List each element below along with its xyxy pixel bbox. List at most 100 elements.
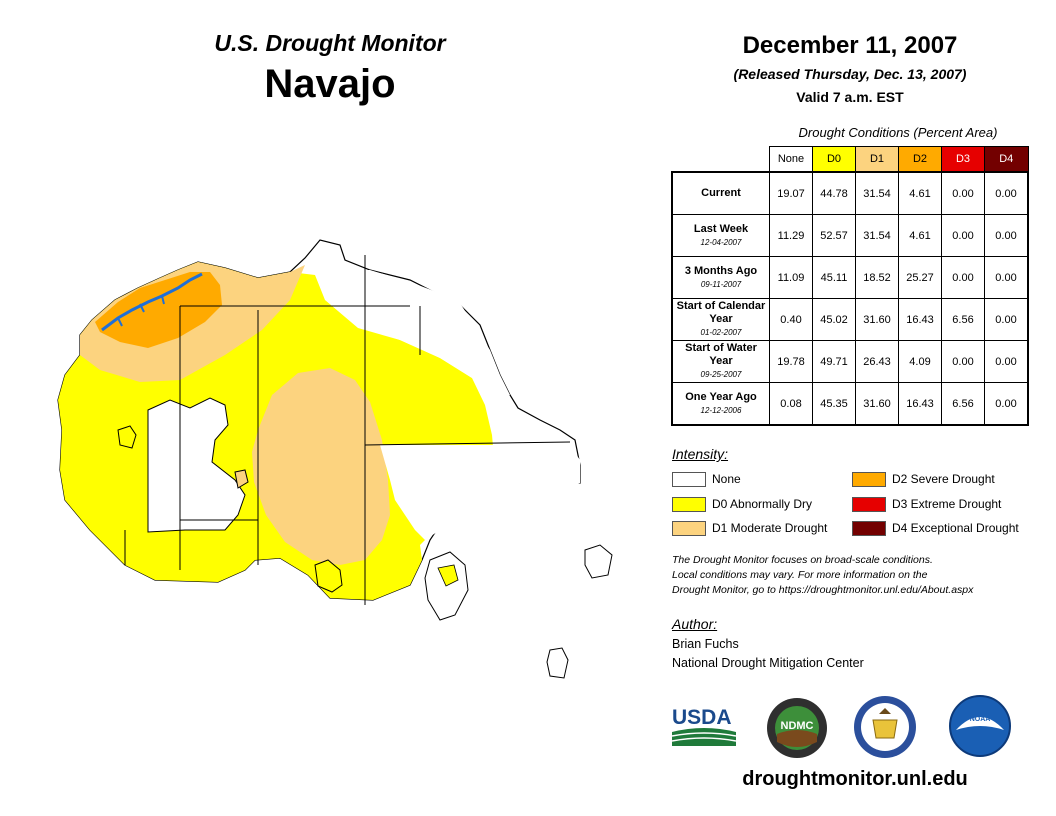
disclaimer-note: The Drought Monitor focuses on broad-sca… <box>672 553 1042 598</box>
col-header-d1: D1 <box>855 146 899 173</box>
value-cell: 25.27 <box>898 256 942 299</box>
value-cell: 45.02 <box>812 298 856 341</box>
value-cell: 19.07 <box>769 171 813 215</box>
website-link[interactable]: droughtmonitor.unl.edu <box>742 768 968 790</box>
value-cell: 16.43 <box>898 382 942 426</box>
value-cell: 16.43 <box>898 298 942 341</box>
value-cell: 6.56 <box>941 298 985 341</box>
row-label: Last Week 12-04-2007 <box>671 214 770 257</box>
author-title: Author: <box>672 616 718 632</box>
d1-central-area <box>252 368 390 565</box>
row-label: One Year Ago 12-12-2006 <box>671 382 770 426</box>
col-header-d0: D0 <box>812 146 856 173</box>
legend-item-d1: D1 Moderate Drought <box>672 519 827 537</box>
value-cell: 0.00 <box>941 171 985 215</box>
island-far-south <box>546 647 569 679</box>
table-row: Start of Calendar Year 01-02-2007 0.40 45… <box>671 298 1029 341</box>
value-cell: 0.00 <box>941 340 985 383</box>
value-cell: 45.11 <box>812 256 856 299</box>
value-cell: 4.61 <box>898 171 942 215</box>
legend-swatch <box>852 471 886 487</box>
legend-swatch <box>672 496 706 512</box>
value-cell: 44.78 <box>812 171 856 215</box>
island-southeast-2 <box>437 564 459 587</box>
value-cell: 18.52 <box>855 256 899 299</box>
none-area-east <box>380 445 580 540</box>
about-link[interactable]: Drought Monitor, go to https://droughtmo… <box>672 584 974 596</box>
table-header-row: None D0 D1 D2 D3 D4 <box>672 146 1029 173</box>
row-label: Start of Water Year 09-25-2007 <box>671 340 770 383</box>
legend-item-d4: D4 Exceptional Drought <box>852 519 1019 537</box>
river-branch <box>117 295 165 327</box>
boundary-lines <box>124 255 571 605</box>
island-south <box>314 559 343 593</box>
value-cell: 31.60 <box>855 382 899 426</box>
usda-logo: USDA <box>671 706 737 746</box>
legend-swatch <box>672 520 706 536</box>
legend-item-d0: D0 Abnormally Dry <box>672 495 812 513</box>
value-cell: 45.35 <box>812 382 856 426</box>
table-row: 3 Months Ago 09-11-2007 11.09 45.11 18.52… <box>671 256 1029 299</box>
value-cell: 4.09 <box>898 340 942 383</box>
row-label: Start of Calendar Year 01-02-2007 <box>671 298 770 341</box>
island-west-1 <box>117 425 137 449</box>
table-row: One Year Ago 12-12-2006 0.08 45.35 31.60 … <box>671 382 1029 426</box>
value-cell: 11.09 <box>769 256 813 299</box>
value-cell: 31.54 <box>855 171 899 215</box>
legend-swatch <box>852 496 886 512</box>
col-header-none: None <box>769 146 813 173</box>
author-name: Brian Fuchs <box>672 637 739 651</box>
value-cell: 0.00 <box>941 256 985 299</box>
lake-powell <box>101 272 203 332</box>
island-east <box>584 544 613 579</box>
svg-text:USDA: USDA <box>672 706 732 729</box>
value-cell: 4.61 <box>898 214 942 257</box>
legend-item-d3: D3 Extreme Drought <box>852 495 1001 513</box>
value-cell: 26.43 <box>855 340 899 383</box>
commerce-seal-logo <box>854 696 916 758</box>
value-cell: 6.56 <box>941 382 985 426</box>
table-row: Current 19.07 44.78 31.54 4.61 0.00 0.00 <box>671 171 1029 215</box>
value-cell: 49.71 <box>812 340 856 383</box>
legend-title: Intensity: <box>672 446 729 462</box>
value-cell: 0.00 <box>984 256 1029 299</box>
col-header-d3: D3 <box>941 146 985 173</box>
value-cell: 0.00 <box>984 340 1029 383</box>
legend-swatch <box>852 520 886 536</box>
release-date: (Released Thursday, Dec. 13, 2007) <box>733 66 967 82</box>
row-label: Current <box>671 171 770 215</box>
table-caption: Drought Conditions (Percent Area) <box>798 125 998 140</box>
svg-text:NOAA: NOAA <box>970 716 991 723</box>
value-cell: 31.60 <box>855 298 899 341</box>
valid-time: Valid 7 a.m. EST <box>796 89 904 105</box>
map-layers <box>57 239 613 679</box>
table-row: Last Week 12-04-2007 11.29 52.57 31.54 4.… <box>671 214 1029 257</box>
legend-item-d2: D2 Severe Drought <box>852 470 995 488</box>
table-row: Start of Water Year 09-25-2007 19.78 49.7… <box>671 340 1029 383</box>
noaa-logo: NOAA <box>949 695 1011 757</box>
value-cell: 0.08 <box>769 382 813 426</box>
svg-text:NDMC: NDMC <box>781 720 814 732</box>
ndmc-logo: NDMC <box>767 698 827 758</box>
none-area-west <box>147 397 246 533</box>
d2-area <box>95 272 222 348</box>
value-cell: 19.78 <box>769 340 813 383</box>
value-cell: 0.00 <box>984 171 1029 215</box>
drought-map <box>57 239 613 679</box>
col-header-d4: D4 <box>984 146 1029 173</box>
map-date: December 11, 2007 <box>742 32 958 59</box>
value-cell: 0.00 <box>984 298 1029 341</box>
value-cell: 0.00 <box>941 214 985 257</box>
col-header-d2: D2 <box>898 146 942 173</box>
legend-swatch <box>672 471 706 487</box>
value-cell: 0.40 <box>769 298 813 341</box>
region-title: Navajo <box>264 62 396 106</box>
island-west-2 <box>234 469 249 489</box>
value-cell: 11.29 <box>769 214 813 257</box>
value-cell: 31.54 <box>855 214 899 257</box>
value-cell: 0.00 <box>984 214 1029 257</box>
legend-item-none: None <box>672 470 741 488</box>
author-org: National Drought Mitigation Center <box>672 656 864 670</box>
row-label: 3 Months Ago 09-11-2007 <box>671 256 770 299</box>
drought-conditions-table: None D0 D1 D2 D3 D4 Current 19.07 44.78 … <box>671 146 1029 426</box>
